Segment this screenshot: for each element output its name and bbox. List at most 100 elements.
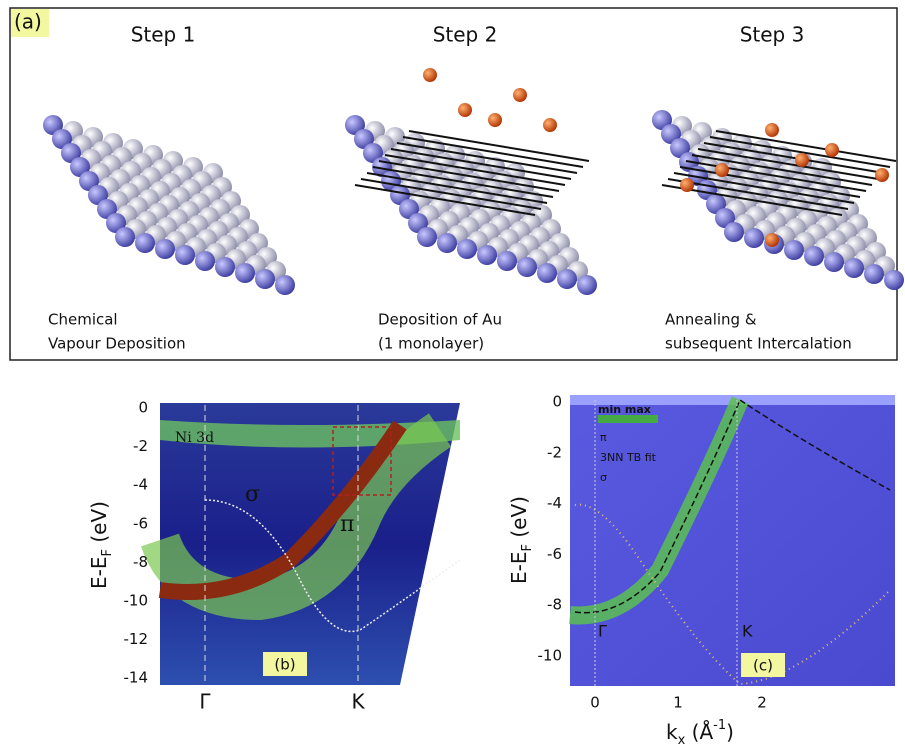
label-part: (Å	[685, 720, 713, 744]
atom	[557, 269, 577, 289]
atom	[155, 239, 175, 259]
legend-entry: σ	[600, 471, 607, 484]
graphene	[679, 166, 861, 198]
graphene	[673, 172, 855, 204]
graphene	[390, 148, 572, 180]
step-caption: Annealing &	[665, 311, 757, 329]
atom	[135, 233, 155, 253]
x-tick-label: Γ	[199, 690, 211, 714]
annotation: σ	[245, 482, 260, 507]
graphene	[715, 130, 897, 162]
atom	[537, 263, 557, 283]
y-axis-label: E-EF (eV)	[507, 496, 536, 584]
x-tick-label: 0	[590, 694, 600, 712]
x-tick-label: K	[351, 690, 365, 714]
gold-atom	[765, 233, 779, 247]
y-axis-label: E-EF (eV)	[87, 501, 116, 589]
label-part: x	[678, 733, 686, 748]
atom	[577, 275, 597, 295]
y-tick-label: -10	[538, 647, 563, 665]
x-axis-label: kx (Å-1)	[666, 718, 734, 748]
gold-atom	[513, 88, 527, 102]
label-part: E-E	[87, 556, 111, 589]
annotation: Ni 3d	[175, 430, 214, 446]
atom	[437, 233, 457, 253]
atom	[724, 222, 744, 242]
graphene	[685, 160, 867, 192]
annotation: π	[340, 512, 354, 537]
graphene	[667, 178, 849, 210]
y-tick-label: -2	[133, 437, 148, 455]
y-tick-label: -12	[124, 630, 149, 648]
label-part: )	[726, 720, 734, 744]
gold-atom	[825, 143, 839, 157]
graphene	[709, 136, 891, 168]
label-part: F	[520, 544, 535, 551]
graphene	[354, 184, 536, 216]
panel-label: (a)	[14, 10, 42, 34]
graphene	[703, 142, 885, 174]
graphene	[661, 184, 843, 216]
graphene	[372, 166, 554, 198]
gold-atom	[715, 163, 729, 177]
illustrations	[43, 68, 904, 295]
x-tick-label: 2	[757, 694, 767, 712]
label-part: k	[666, 720, 678, 744]
gold-atom	[423, 68, 437, 82]
panel-label: (b)	[274, 656, 295, 674]
graphene	[396, 142, 578, 174]
step-caption: Chemical	[48, 311, 118, 329]
legend-entry: π	[600, 431, 607, 444]
atom	[115, 227, 135, 247]
label-part: F	[100, 549, 115, 556]
annotation: Γ	[598, 622, 607, 641]
graphene	[378, 160, 560, 192]
gold-atom	[488, 113, 502, 127]
panel-label: (c)	[753, 657, 773, 675]
atom	[864, 264, 884, 284]
step-caption: Vapour Deposition	[48, 335, 186, 353]
panel-a-frame	[9, 7, 898, 361]
legend-entry: min max	[598, 403, 651, 416]
label-part: E-E	[507, 551, 531, 584]
atom	[457, 239, 477, 259]
step-caption: (1 monolayer)	[378, 335, 484, 353]
graphene	[408, 130, 590, 162]
y-tick-label: -6	[133, 514, 148, 532]
atom	[517, 257, 537, 277]
gold-atom	[680, 178, 694, 192]
atom	[844, 258, 864, 278]
step-title: Step 2	[433, 23, 498, 47]
step-caption: subsequent Intercalation	[665, 335, 852, 353]
gold-atom	[795, 153, 809, 167]
y-tick-label: 0	[138, 399, 148, 417]
legend-entry: 3NN TB fit	[600, 451, 657, 464]
y-tick-label: -4	[547, 494, 562, 512]
label-bg	[11, 9, 49, 37]
gold-atom	[875, 168, 889, 182]
label-part: -1	[713, 718, 726, 733]
atom	[784, 240, 804, 260]
graphene	[697, 148, 879, 180]
atom	[235, 263, 255, 283]
y-tick-label: 0	[552, 393, 562, 411]
panel-c-image	[569, 395, 895, 686]
y-tick-label: -4	[133, 476, 148, 494]
panel-b-image	[141, 403, 461, 685]
atom	[744, 228, 764, 248]
atom	[804, 246, 824, 266]
step-title: Step 3	[740, 23, 805, 47]
atom	[417, 227, 437, 247]
gold-atom	[765, 123, 779, 137]
annotation: K	[742, 622, 753, 641]
y-tick-label: -2	[547, 443, 562, 461]
y-tick-label: -8	[547, 596, 562, 614]
graphene	[402, 136, 584, 168]
atom	[215, 257, 235, 277]
y-tick-label: -14	[124, 669, 149, 687]
atom	[275, 275, 295, 295]
y-tick-label: -10	[124, 592, 149, 610]
step-title: Step 1	[131, 23, 196, 47]
atom	[255, 269, 275, 289]
